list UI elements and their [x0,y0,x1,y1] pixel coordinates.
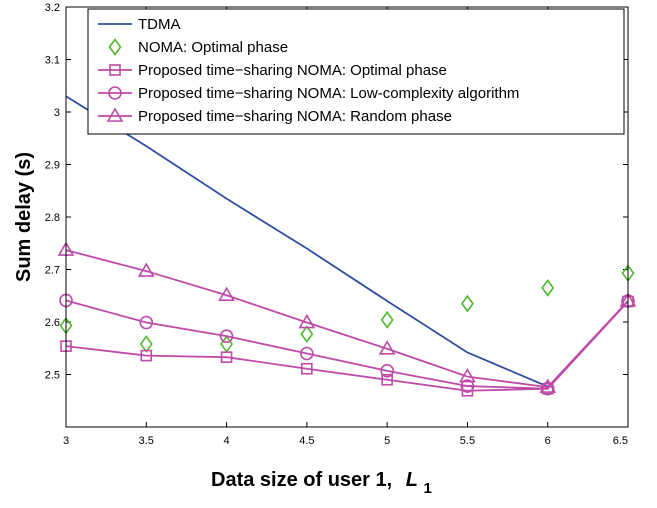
legend-marker-circle [108,86,122,100]
data-point-circle [380,364,394,378]
data-point-diamond [300,325,314,343]
data-point-circle [300,346,314,361]
data-point-diamond [380,311,394,329]
y-tick-label: 3.1 [45,55,60,67]
data-point-triangle [378,340,396,355]
data-point-square [220,351,233,363]
data-point-circle [460,379,475,393]
legend-entry: Proposed time−sharing NOMA: Optimal phas… [98,62,447,79]
y-tick-label: 2.8 [45,212,60,224]
x-tick-label: 3.5 [139,435,154,447]
x-axis-title-text: Data size of user 1, [211,469,392,491]
y-tick-label: 3 [54,107,60,119]
legend-label: Proposed time−sharing NOMA: Random phase [138,108,452,125]
data-point-triangle [137,262,155,277]
legend-marker-square [109,64,121,76]
x-axis-title-symbol: L [406,469,418,491]
series-line [65,299,629,390]
y-tick-label: 2.6 [45,317,60,329]
x-axis-title: Data size of user 1, L 1 [211,469,432,497]
legend-label: Proposed time−sharing NOMA: Optimal phas… [138,62,447,79]
data-point-triangle [459,368,476,383]
series-tdma [65,95,549,388]
data-point-triangle [218,286,235,302]
data-point-diamond [460,294,474,313]
x-axis-title-subscript: 1 [424,480,432,497]
x-tick-label: 3 [63,435,69,447]
data-point-square [301,362,313,375]
legend: TDMA NOMA: Optimal phase Proposed time−sha… [87,8,625,135]
tick-labels: 3 3.5 4 4.5 5 5.5 6 6.5 2.5 2.6 2.7 2.8 2.9 3 3.1 3.2 [45,2,628,447]
data-point-circle [540,381,555,396]
y-axis-title: Sum delay (s) [13,152,35,282]
data-point-triangle [298,313,316,329]
legend-box [87,8,625,135]
data-point-circle [219,329,234,343]
legend-marker-diamond [108,38,122,56]
legend-entry: NOMA: Optimal phase [108,38,288,56]
legend-entries: TDMA NOMA: Optimal phase Proposed time−sha… [98,16,519,125]
series-line [65,249,629,389]
legend-marker-triangle [106,107,124,122]
series-layer [57,95,637,397]
legend-label: Proposed time−sharing NOMA: Low-complexi… [138,85,519,102]
y-tick-label: 2.7 [45,265,60,277]
y-tick-label: 2.5 [45,370,60,382]
legend-entry: Proposed time−sharing NOMA: Random phase [98,107,452,125]
data-point-circle [139,315,154,330]
x-tick-label: 6 [545,435,551,447]
legend-entry: TDMA [98,16,181,33]
x-tick-label: 5 [384,435,390,447]
x-tick-label: 4.5 [299,435,314,447]
plot-frame [65,6,629,428]
legend-entry: Proposed time−sharing NOMA: Low-complexi… [98,85,519,102]
data-point-square [381,373,393,386]
legend-label: NOMA: Optimal phase [138,39,288,56]
x-tick-label: 5.5 [460,435,475,447]
data-point-square [140,349,153,362]
x-tick-label: 4 [224,435,230,447]
data-point-diamond [139,335,153,353]
legend-label: TDMA [138,16,181,33]
y-tick-label: 3.2 [45,2,60,14]
data-point-triangle [539,378,557,393]
series-line [65,95,549,388]
y-tick-label: 2.9 [45,160,60,172]
series-proposed-time-sharing-noma-low-complexity-algorithm [59,293,635,396]
data-point-diamond [541,279,555,297]
x-tick-label: 6.5 [613,435,628,447]
